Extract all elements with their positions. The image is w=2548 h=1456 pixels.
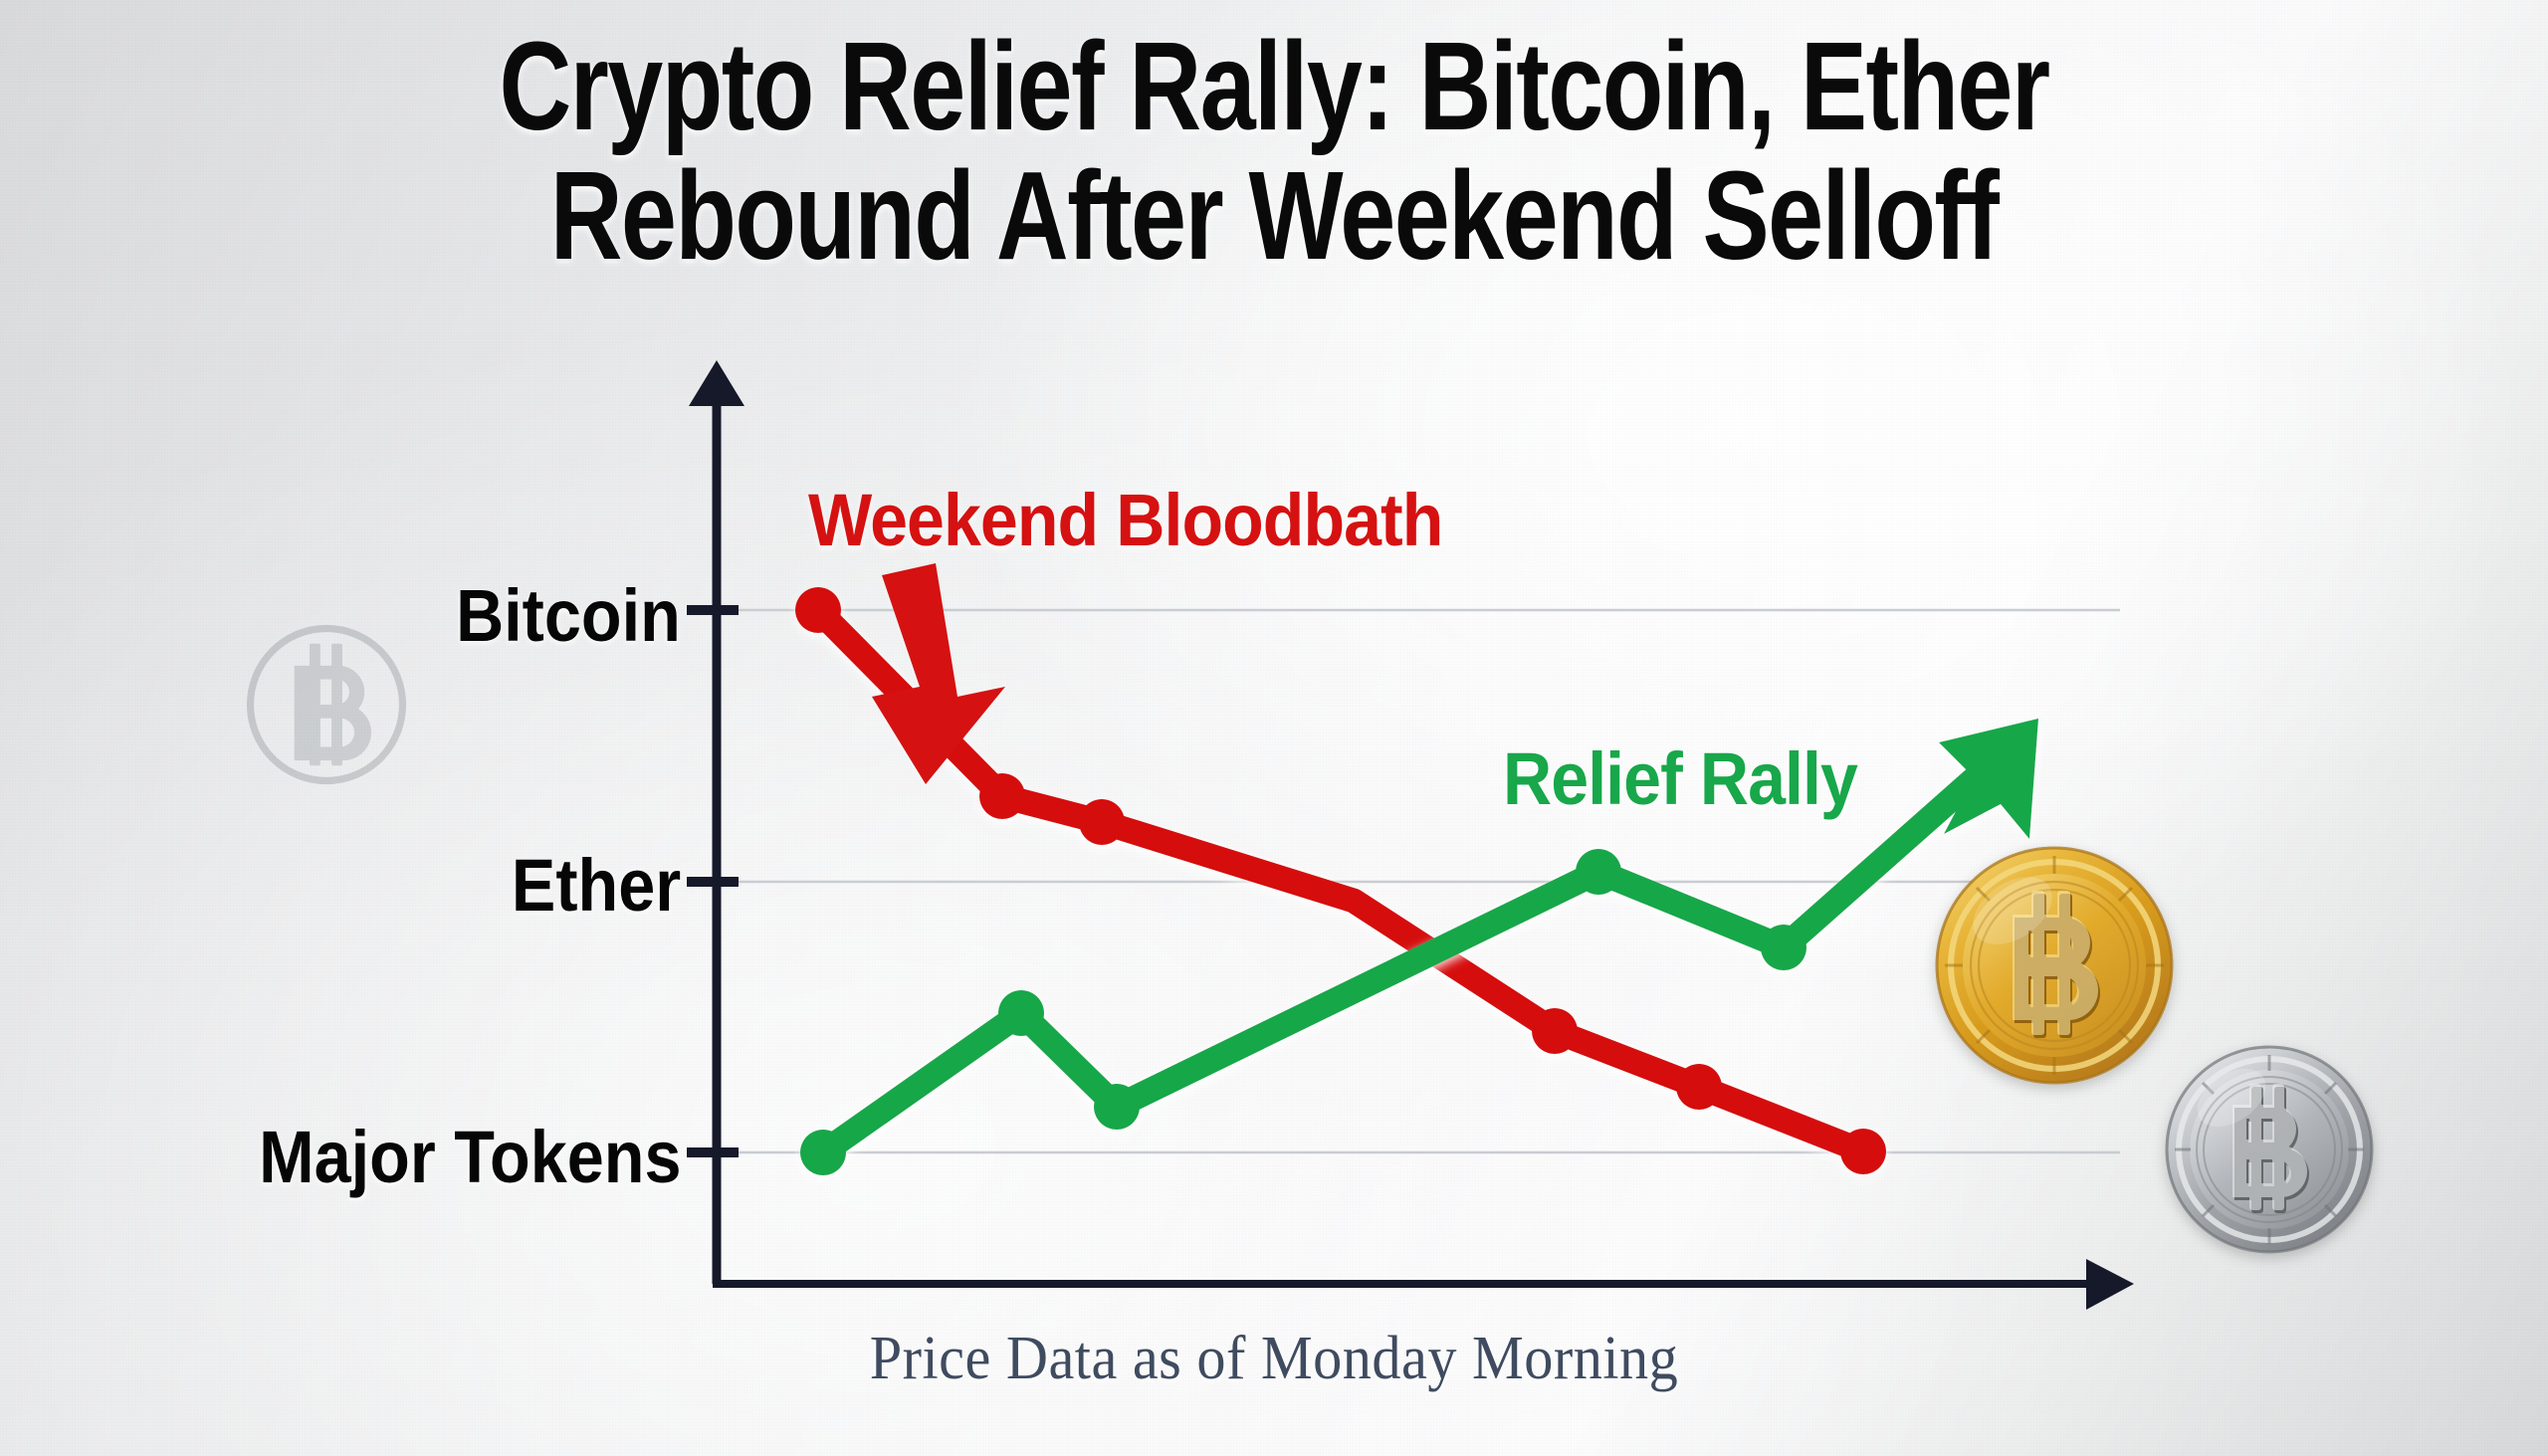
gold-bitcoin-coin-icon [1935, 846, 2174, 1085]
gridlines [717, 608, 2120, 1154]
red-point-1 [795, 587, 841, 633]
green-point-4 [1576, 849, 1621, 895]
red-data-points [795, 587, 1886, 1174]
page-title: Crypto Relief Rally: Bitcoin, Ether Rebo… [499, 16, 2050, 286]
annotation-weekend-bloodbath: Weekend Bloodbath [808, 479, 1443, 561]
y-axis-label-major-tokens: Major Tokens [258, 1116, 681, 1198]
green-point-2 [998, 990, 1044, 1036]
red-point-4 [1532, 1008, 1578, 1054]
green-point-5 [1761, 925, 1806, 970]
annotation-relief-rally: Relief Rally [1503, 737, 1858, 820]
green-data-points [800, 849, 1806, 1175]
red-point-6 [1840, 1129, 1886, 1174]
green-up-arrow-icon [1939, 719, 2038, 839]
green-line-path [810, 735, 2021, 1165]
red-point-3 [1079, 799, 1125, 845]
axes [687, 360, 2134, 1310]
red-point-5 [1676, 1064, 1722, 1110]
y-axis-arrowhead [689, 360, 744, 406]
green-point-1 [800, 1130, 846, 1175]
red-down-arrow-icon [872, 563, 1005, 784]
series-relief-rally [800, 719, 2038, 1175]
y-axis-label-bitcoin: Bitcoin [456, 574, 681, 657]
silver-bitcoin-coin-icon [2165, 1045, 2374, 1254]
green-point-3 [1094, 1084, 1140, 1130]
series-weekend-bloodbath [795, 587, 1886, 1174]
bitcoin-logo-icon [242, 620, 411, 789]
chart-caption: Price Data as of Monday Morning [869, 1325, 1679, 1392]
x-axis-arrowhead [2086, 1259, 2134, 1310]
y-axis-label-ether: Ether [511, 844, 681, 927]
red-point-2 [979, 773, 1025, 819]
